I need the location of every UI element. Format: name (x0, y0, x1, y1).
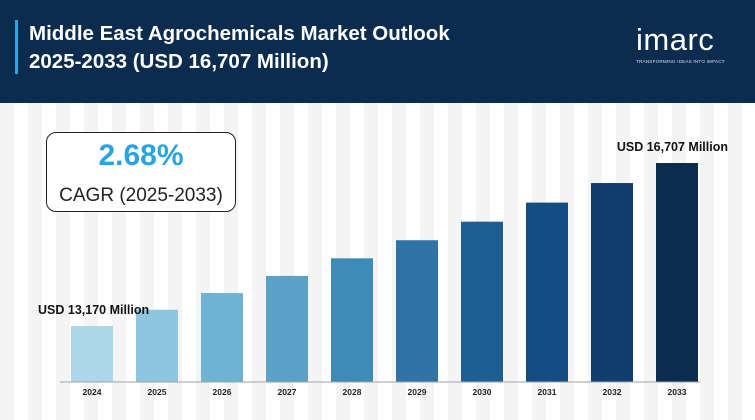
cagr-box: 2.68% CAGR (2025-2033) (46, 132, 236, 212)
x-tick-label-2024: 2024 (83, 387, 102, 397)
cagr-value: 2.68% (98, 139, 184, 172)
cagr-label: CAGR (2025-2033) (59, 185, 223, 206)
title-line-1: Middle East Agrochemicals Market Outlook (29, 22, 450, 45)
value-label-2024: USD 13,170 Million (38, 303, 149, 317)
x-tick-label-2027: 2027 (278, 387, 297, 397)
bar-2026 (201, 293, 243, 382)
title-accent-bar (15, 20, 18, 74)
logo-tagline: TRANSFORMING IDEAS INTO IMPACT (636, 59, 725, 64)
bar-2024 (71, 326, 113, 382)
title-line-2: 2025-2033 (USD 16,707 Million) (29, 50, 329, 73)
bar-2029 (396, 240, 438, 382)
x-tick-label-2032: 2032 (603, 387, 622, 397)
x-tick-label-2028: 2028 (343, 387, 362, 397)
x-tick-label-2033: 2033 (668, 387, 687, 397)
bar-2027 (266, 275, 308, 382)
bar-2030 (461, 221, 503, 382)
header-banner: Middle East Agrochemicals Market Outlook… (0, 0, 755, 103)
page-title: Middle East Agrochemicals Market Outlook… (29, 20, 450, 76)
x-tick-label-2029: 2029 (408, 387, 427, 397)
x-tick-label-2030: 2030 (473, 387, 492, 397)
bar-2028 (331, 258, 373, 382)
bar-2033 (656, 163, 698, 382)
x-tick-label-2026: 2026 (213, 387, 232, 397)
bar-2025 (136, 309, 178, 382)
bar-2032 (591, 183, 633, 382)
value-label-2033: USD 16,707 Million (617, 140, 728, 154)
x-tick-label-2025: 2025 (148, 387, 167, 397)
x-tick-label-2031: 2031 (538, 387, 557, 397)
imarc-logo: imarc TRANSFORMING IDEAS INTO IMPACT (632, 22, 742, 72)
logo-wordmark: imarc (636, 22, 715, 57)
bar-2031 (526, 202, 568, 382)
